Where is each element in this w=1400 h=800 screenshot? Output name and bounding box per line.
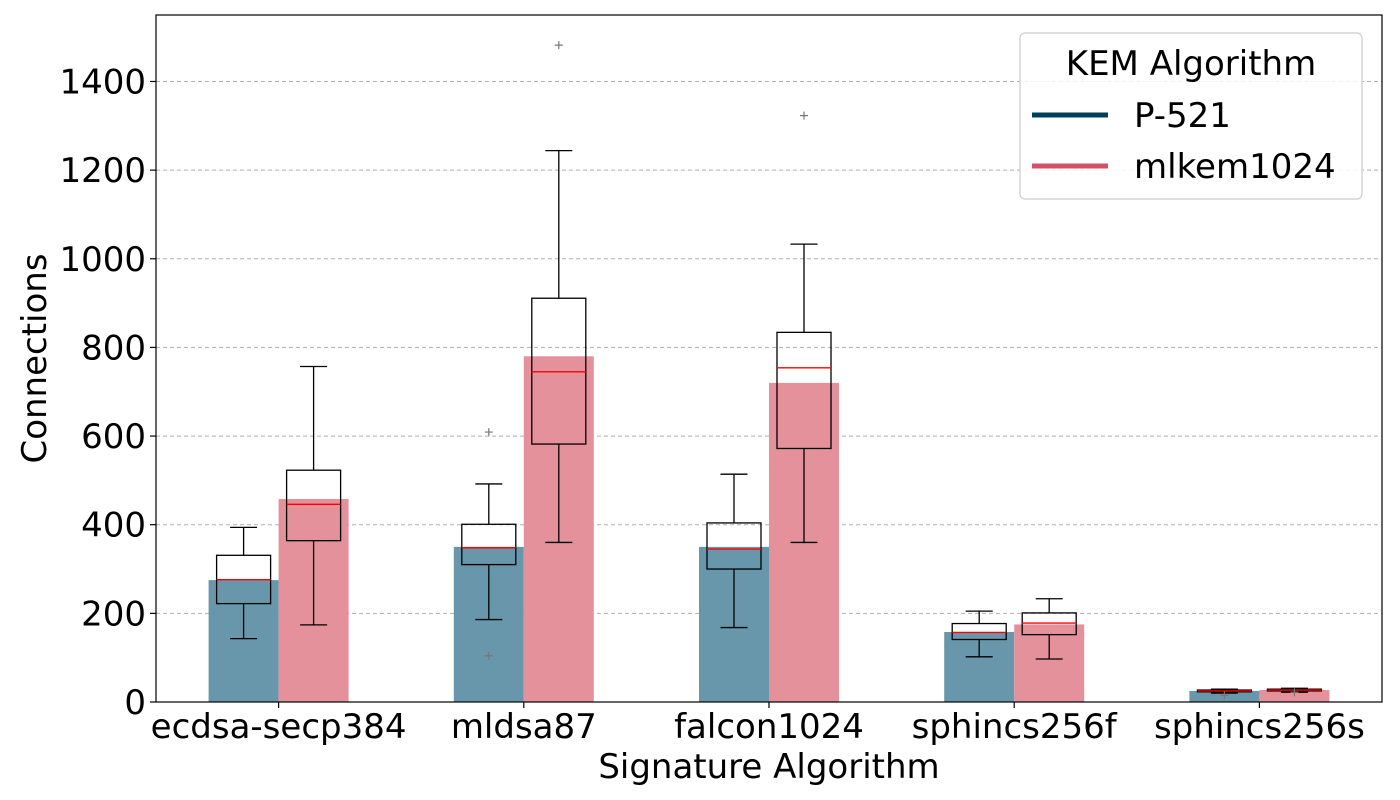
boxplot-mlkem1024-ecdsa-secp384 xyxy=(285,365,342,626)
x-tick-label: sphincs256f xyxy=(912,707,1118,747)
box-iqr xyxy=(776,331,832,450)
legend-label-P-521: P-521 xyxy=(1134,96,1231,136)
bar-P-521-ecdsa-secp384 xyxy=(208,580,279,702)
x-tick-label: ecdsa-secp384 xyxy=(151,707,407,747)
bars xyxy=(208,356,1330,702)
x-tick-label: mldsa87 xyxy=(451,707,597,747)
outlier-marker xyxy=(484,651,493,660)
x-tick-label: falcon1024 xyxy=(674,707,864,747)
boxplot-P-521-sphincs256f xyxy=(951,610,1007,658)
legend-frame xyxy=(1019,32,1363,200)
y-tick-label: 1200 xyxy=(59,151,146,191)
y-tick-label: 400 xyxy=(81,506,146,546)
box-iqr xyxy=(461,523,517,566)
legend-items: P-521 mlkem1024 xyxy=(1032,96,1336,187)
y-tick-labels: 0 200 400 600 800 1000 1200 1400 xyxy=(59,62,156,723)
box-iqr xyxy=(951,622,1007,641)
y-tick-label: 800 xyxy=(81,328,146,368)
x-axis-title: Signature Algorithm xyxy=(598,747,939,787)
legend: KEM Algorithm P-521 mlkem1024 xyxy=(1019,32,1363,200)
x-tick-labels: ecdsa-secp384 mldsa87 falcon1024 sphincs256… xyxy=(151,702,1365,747)
boxplot-mlkem1024-mldsa87 xyxy=(531,41,587,544)
boxplot-P-521-falcon1024 xyxy=(706,473,762,629)
boxplot-P-521-mldsa87 xyxy=(461,428,517,660)
outlier-marker xyxy=(1290,688,1299,697)
outlier-marker xyxy=(1220,691,1229,700)
legend-label-mlkem1024: mlkem1024 xyxy=(1134,147,1336,187)
box-iqr xyxy=(706,522,762,570)
box-iqr xyxy=(285,469,342,542)
legend-title: KEM Algorithm xyxy=(1066,44,1316,84)
boxplot-P-521-sphincs256s xyxy=(1196,688,1253,700)
outlier-marker xyxy=(554,41,563,50)
boxplot-mlkem1024-sphincs256f xyxy=(1021,598,1077,660)
y-tick-label: 0 xyxy=(124,683,146,723)
y-tick-label: 200 xyxy=(81,594,146,634)
outlier-marker xyxy=(484,428,493,437)
x-tick-label: sphincs256s xyxy=(1154,707,1365,747)
y-tick-label: 1400 xyxy=(59,62,146,102)
boxplots xyxy=(215,41,1323,700)
y-tick-label: 600 xyxy=(81,417,146,457)
y-tick-label: 1000 xyxy=(59,240,146,280)
boxplot-mlkem1024-falcon1024 xyxy=(776,111,832,544)
outlier-marker xyxy=(800,111,808,120)
y-axis-title: Connections xyxy=(15,253,55,463)
boxplot-P-521-ecdsa-secp384 xyxy=(215,526,272,640)
boxplot-mlkem1024-sphincs256s xyxy=(1266,687,1323,697)
